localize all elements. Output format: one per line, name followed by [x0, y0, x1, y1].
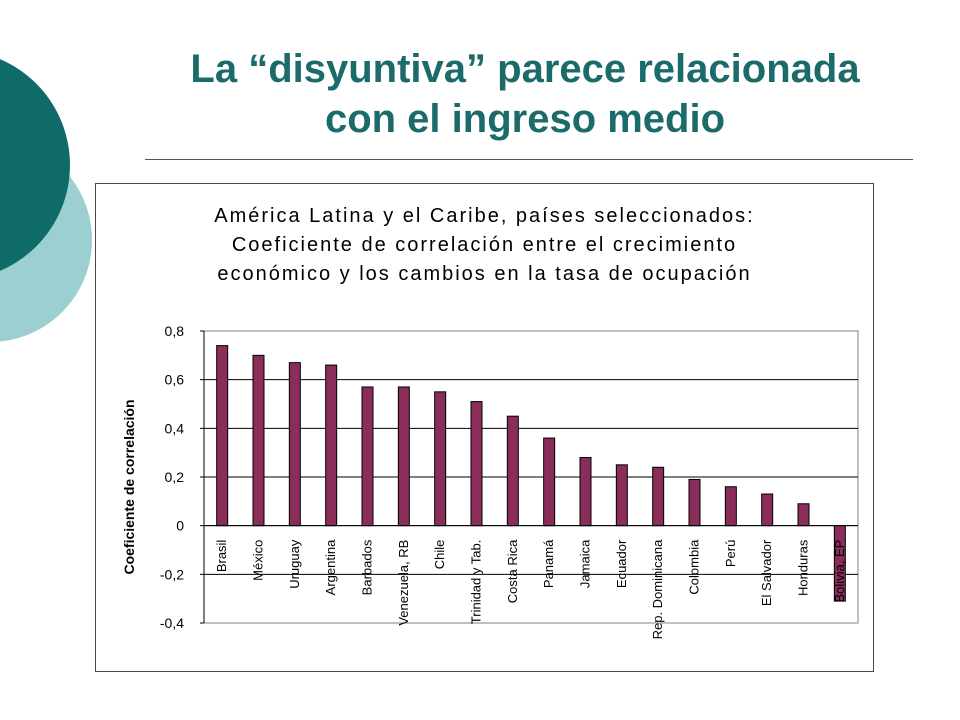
y-tick-label: 0: [176, 518, 184, 534]
category-label: Jamaica: [578, 539, 593, 588]
y-tick-label: 0,4: [165, 420, 185, 436]
category-label: Rep. Dominicana: [650, 539, 665, 639]
bar: [325, 364, 338, 527]
category-label: Trinidad y Tab.: [469, 540, 484, 625]
slide-title: La “disyuntiva” parece relacionada con e…: [120, 44, 930, 144]
y-tick-label: 0,8: [165, 323, 185, 339]
slide-title-line-1: La “disyuntiva” parece relacionada: [190, 47, 860, 91]
bar-chart: 0,8 0,6 0,4 0,2 0 -0,2 -0,4 Coeficiente de corr…: [121, 323, 859, 639]
bar: [216, 345, 229, 527]
category-label: México: [251, 540, 266, 581]
chart-title-line-1: América Latina y el Caribe, países selec…: [214, 205, 755, 227]
bar: [470, 401, 483, 527]
title-divider: [145, 159, 913, 160]
bar: [506, 415, 519, 527]
category-label: Venezuela, RB: [396, 540, 411, 626]
bar: [579, 457, 592, 527]
y-tick-label: -0,2: [160, 566, 184, 582]
bar: [652, 466, 665, 527]
bar: [397, 386, 410, 527]
chart-title-line-3: económico y los cambios en la tasa de oc…: [217, 263, 752, 285]
y-axis-label: Coeficiente de correlación: [121, 399, 137, 574]
slide-title-line-2: con el ingreso medio: [324, 97, 726, 141]
y-tick-label: -0,4: [160, 615, 184, 631]
category-label: Brasil: [214, 540, 229, 573]
category-label: Ecuador: [614, 539, 629, 588]
y-tick-label: 0,6: [165, 372, 185, 388]
bar: [615, 464, 628, 527]
y-tick-label: 0,2: [165, 469, 185, 485]
bar: [797, 503, 810, 527]
category-label: Honduras: [796, 539, 811, 596]
category-label: Bolivia, EP: [832, 540, 847, 603]
chart-title-line-2: Coeficiente de correlación entre el crec…: [231, 234, 738, 256]
chart-title: América Latina y el Caribe, países selec…: [96, 202, 873, 289]
category-label: Panamá: [541, 539, 556, 588]
category-label: Colombia: [687, 539, 702, 595]
bar: [543, 437, 556, 527]
bar: [688, 478, 701, 527]
bar: [761, 493, 774, 527]
category-label: Costa Rica: [505, 539, 520, 603]
bar: [361, 386, 374, 527]
chart-container: América Latina y el Caribe, países selec…: [95, 183, 874, 672]
category-label: Uruguay: [287, 539, 302, 589]
decor-circle-dark: [0, 59, 70, 271]
bar: [252, 354, 265, 527]
bar: [724, 486, 737, 527]
category-label: Argentina: [323, 539, 338, 595]
bar: [288, 362, 301, 527]
category-label: Perú: [723, 540, 738, 567]
bar: [434, 391, 447, 527]
category-label: El Salvador: [759, 539, 774, 606]
category-label: Barbados: [360, 539, 375, 595]
category-label: Chile: [432, 540, 447, 570]
